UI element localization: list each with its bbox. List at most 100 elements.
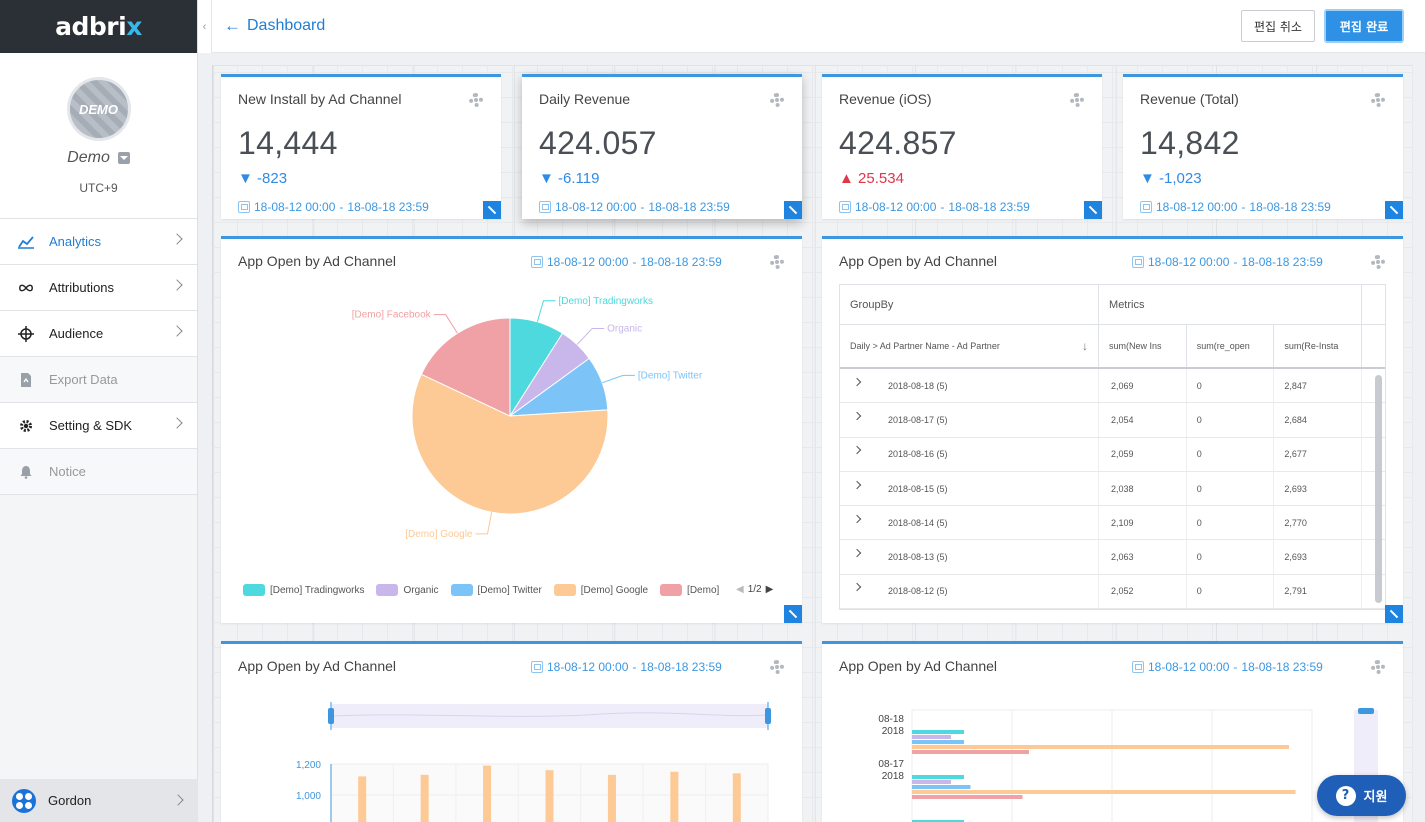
support-label: 지원 xyxy=(1363,790,1388,805)
chevron-right-icon[interactable] xyxy=(852,514,862,524)
adbrix-logo[interactable]: adbrix xyxy=(55,12,142,41)
pie-chart-card[interactable]: App Open by Ad Channel 18-08-12 00:00-18… xyxy=(221,236,802,623)
bar[interactable] xyxy=(420,774,429,822)
table-row[interactable]: 2018-08-17 (5) 2,054 0 2,684 xyxy=(840,403,1385,438)
vertical-scrollbar[interactable] xyxy=(1375,375,1382,603)
gear-icon[interactable] xyxy=(770,660,784,674)
sidebar-item-attributions[interactable]: Attributions xyxy=(0,265,197,311)
resize-handle-icon[interactable] xyxy=(1385,201,1403,219)
chevron-right-icon[interactable] xyxy=(852,480,862,489)
gear-icon[interactable] xyxy=(1371,93,1385,107)
profile-switcher[interactable]: Demo xyxy=(67,149,130,167)
bar[interactable] xyxy=(912,740,964,744)
bar[interactable] xyxy=(912,780,951,784)
row-group-cell[interactable]: 2018-08-13 (5) xyxy=(840,540,1100,574)
hbar-chart-card[interactable]: App Open by Ad Channel 18-08-12 00:00-18… xyxy=(822,641,1403,822)
row-group-cell[interactable]: 2018-08-17 (5) xyxy=(840,403,1100,437)
bar[interactable] xyxy=(483,765,492,822)
table-row[interactable]: 2018-08-13 (5) 2,063 0 2,693 xyxy=(840,540,1385,575)
gear-icon[interactable] xyxy=(770,93,784,107)
gear-icon[interactable] xyxy=(469,93,483,107)
user-menu[interactable]: Gordon xyxy=(0,779,198,822)
chevron-right-icon[interactable] xyxy=(852,548,862,558)
legend-item[interactable]: [Demo] Twitter xyxy=(450,584,542,596)
table-row[interactable]: 2018-08-14 (5) 2,109 0 2,770 xyxy=(840,506,1385,541)
gear-icon[interactable] xyxy=(1070,93,1084,107)
bar[interactable] xyxy=(912,735,951,739)
table-card[interactable]: App Open by Ad Channel 18-08-12 00:00-18… xyxy=(822,236,1403,623)
legend-pager[interactable]: ◀ 1/2 ▶ xyxy=(736,584,773,595)
support-button[interactable]: ? 지원 xyxy=(1317,775,1406,816)
triangle-down-icon: ▼ xyxy=(1140,170,1155,187)
resize-handle-icon[interactable] xyxy=(483,201,501,219)
table-row[interactable]: 2018-08-12 (5) 2,052 0 2,791 xyxy=(840,574,1385,609)
legend-item[interactable]: [Demo] Google xyxy=(553,584,648,596)
bar-chart-card[interactable]: App Open by Ad Channel 18-08-12 00:00-18… xyxy=(221,641,802,822)
gear-icon[interactable] xyxy=(770,255,784,269)
pie-slice[interactable] xyxy=(420,317,511,417)
sidebar-item-setting-sdk[interactable]: Setting & SDK xyxy=(0,403,197,449)
gear-icon[interactable] xyxy=(1371,660,1385,674)
bar[interactable] xyxy=(912,795,1023,799)
column-header[interactable]: sum(Re-Insta xyxy=(1274,325,1363,367)
bar[interactable] xyxy=(912,785,971,789)
row-group-cell[interactable]: 2018-08-16 (5) xyxy=(840,437,1100,471)
sidebar-item-export-data[interactable]: Export Data xyxy=(0,357,197,403)
pie-slice[interactable] xyxy=(411,373,609,515)
kpi-delta: ▼ -6.119 xyxy=(539,170,600,187)
resize-handle-icon[interactable] xyxy=(784,605,802,623)
resize-handle-icon[interactable] xyxy=(1084,201,1102,219)
triangle-right-icon[interactable]: ▶ xyxy=(765,584,774,595)
legend-item[interactable]: [Demo] Tradingworks xyxy=(243,584,364,596)
sidebar-item-audience[interactable]: Audience xyxy=(0,311,197,357)
row-group-cell[interactable]: 2018-08-12 (5) xyxy=(840,574,1100,609)
triangle-left-icon[interactable]: ◀ xyxy=(736,584,744,595)
range-slider-handle[interactable] xyxy=(1358,708,1374,714)
done-edit-button[interactable]: 편집 완료 xyxy=(1324,9,1404,43)
column-header[interactable]: sum(re_open xyxy=(1187,325,1275,367)
table-cell: 0 xyxy=(1187,506,1275,540)
chevron-right-icon[interactable] xyxy=(852,583,862,592)
row-group-cell[interactable]: 2018-08-14 (5) xyxy=(840,506,1100,540)
table-row[interactable]: 2018-08-18 (5) 2,069 0 2,847 xyxy=(840,369,1385,404)
kpi-card[interactable]: New Install by Ad Channel 14,444 ▼ -823 … xyxy=(221,74,501,219)
bar[interactable] xyxy=(912,775,964,779)
table-row[interactable]: 2018-08-16 (5) 2,059 0 2,677 xyxy=(840,437,1385,472)
table-row[interactable]: 2018-08-15 (5) 2,038 0 2,693 xyxy=(840,471,1385,507)
bar[interactable] xyxy=(912,820,964,822)
chevron-right-icon[interactable] xyxy=(852,445,862,455)
bar[interactable] xyxy=(358,776,367,822)
gear-icon[interactable] xyxy=(1371,255,1385,269)
bar[interactable] xyxy=(545,770,554,822)
resize-handle-icon[interactable] xyxy=(784,201,802,219)
resize-handle-icon[interactable] xyxy=(1385,605,1403,623)
bar[interactable] xyxy=(732,773,741,822)
bar[interactable] xyxy=(912,745,1289,749)
row-group-cell[interactable]: 2018-08-15 (5) xyxy=(840,471,1100,506)
chevron-right-icon[interactable] xyxy=(852,377,862,386)
legend-item[interactable]: Organic xyxy=(376,584,439,596)
kpi-card[interactable]: Revenue (iOS) 424.857 ▲ 25.534 18-08-12 … xyxy=(822,74,1102,219)
table-cell: 2,684 xyxy=(1274,403,1363,437)
column-header[interactable]: sum(New Ins xyxy=(1099,325,1187,367)
kpi-card[interactable]: Revenue (Total) 14,842 ▼ -1,023 18-08-12… xyxy=(1123,74,1403,219)
cancel-edit-button[interactable]: 편집 취소 xyxy=(1241,10,1315,42)
kpi-card[interactable]: Daily Revenue 424.057 ▼ -6.119 18-08-12 … xyxy=(522,74,802,219)
sidebar-item-analytics[interactable]: Analytics xyxy=(0,219,197,265)
arrow-down-icon[interactable]: ↓ xyxy=(1082,339,1089,353)
bar[interactable] xyxy=(912,730,964,734)
row-group-cell[interactable]: 2018-08-18 (5) xyxy=(840,369,1100,403)
legend-item[interactable]: [Demo] xyxy=(660,584,719,596)
bar[interactable] xyxy=(607,774,616,822)
caret-down-icon[interactable] xyxy=(117,152,130,164)
table-body: 2018-08-18 (5) 2,069 0 2,847 2018-08-17 (5) 2… xyxy=(840,369,1385,609)
bar[interactable] xyxy=(912,790,1296,794)
bar[interactable] xyxy=(670,771,679,822)
chevron-right-icon[interactable] xyxy=(852,411,862,421)
sidebar-item-notice[interactable]: Notice xyxy=(0,449,197,495)
page-title[interactable]: Dashboard xyxy=(247,17,326,34)
sidebar-collapse-handle[interactable]: ‹ xyxy=(198,0,212,53)
bar[interactable] xyxy=(912,750,1029,754)
column-header[interactable]: Daily > Ad Partner Name - Ad Partner ↓ xyxy=(840,325,1100,367)
back-arrow-icon[interactable]: ← xyxy=(224,16,241,35)
